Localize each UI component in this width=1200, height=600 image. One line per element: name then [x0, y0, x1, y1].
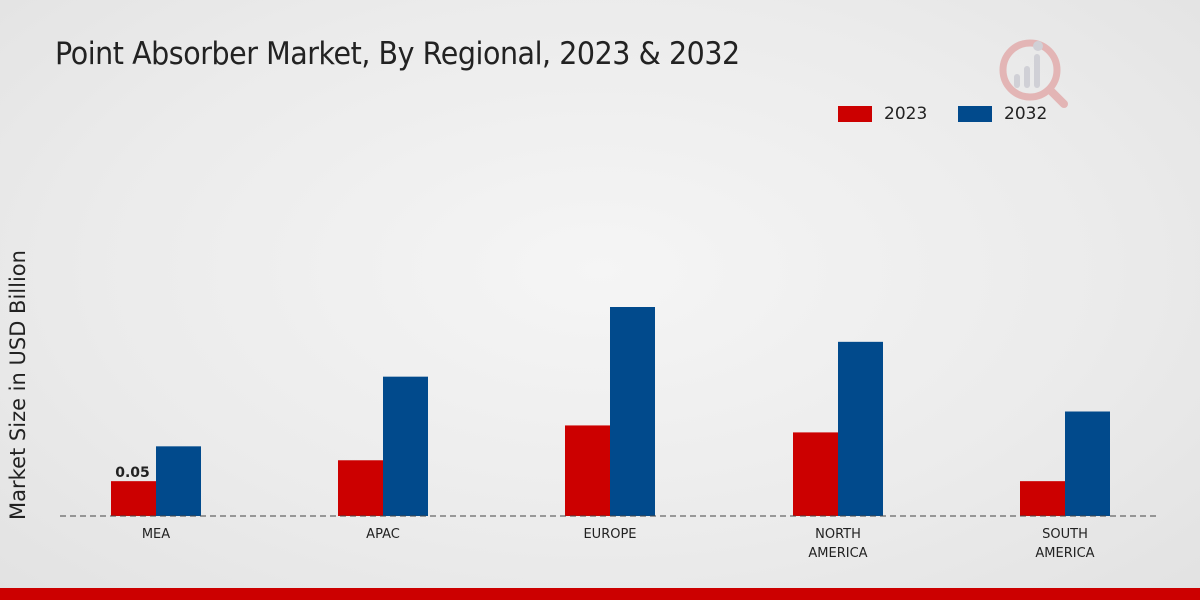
bar-2023-south-america [1020, 481, 1065, 516]
bar-2032-apac [383, 376, 428, 516]
bar-2032-south-america [1065, 411, 1110, 516]
bar-2032-mea [156, 446, 201, 516]
data-label-value: 0.05 [115, 465, 150, 481]
bar-2032-north-america [838, 341, 883, 516]
x-tick-label-europe: EUROPE [583, 527, 636, 542]
legend-label-2023: 2023 [884, 104, 928, 124]
bar-2023-north-america [793, 432, 838, 516]
legend-item-2032: 2032 [958, 104, 1047, 124]
legend-item-2023: 2023 [838, 104, 927, 124]
x-tick-label-south-america: SOUTH AMERICA [1035, 527, 1094, 561]
bar-2023-apac [338, 460, 383, 516]
brand-logo-icon [999, 39, 1068, 108]
x-tick-label-north-america: NORTH AMERICA [808, 527, 867, 561]
legend-swatch-2023 [838, 106, 872, 122]
chart-title: Point Absorber Market, By Regional, 2023… [55, 36, 740, 72]
legend-label-2032: 2032 [1004, 104, 1048, 124]
bar-2023-europe [565, 425, 610, 516]
x-tick-label-apac: APAC [366, 527, 400, 542]
bar-2023-mea [111, 481, 156, 516]
x-tick-label-mea: MEA [142, 527, 170, 542]
bar-2032-europe [610, 307, 655, 516]
legend-swatch-2032 [958, 106, 992, 122]
footer-accent-bar [0, 588, 1200, 600]
